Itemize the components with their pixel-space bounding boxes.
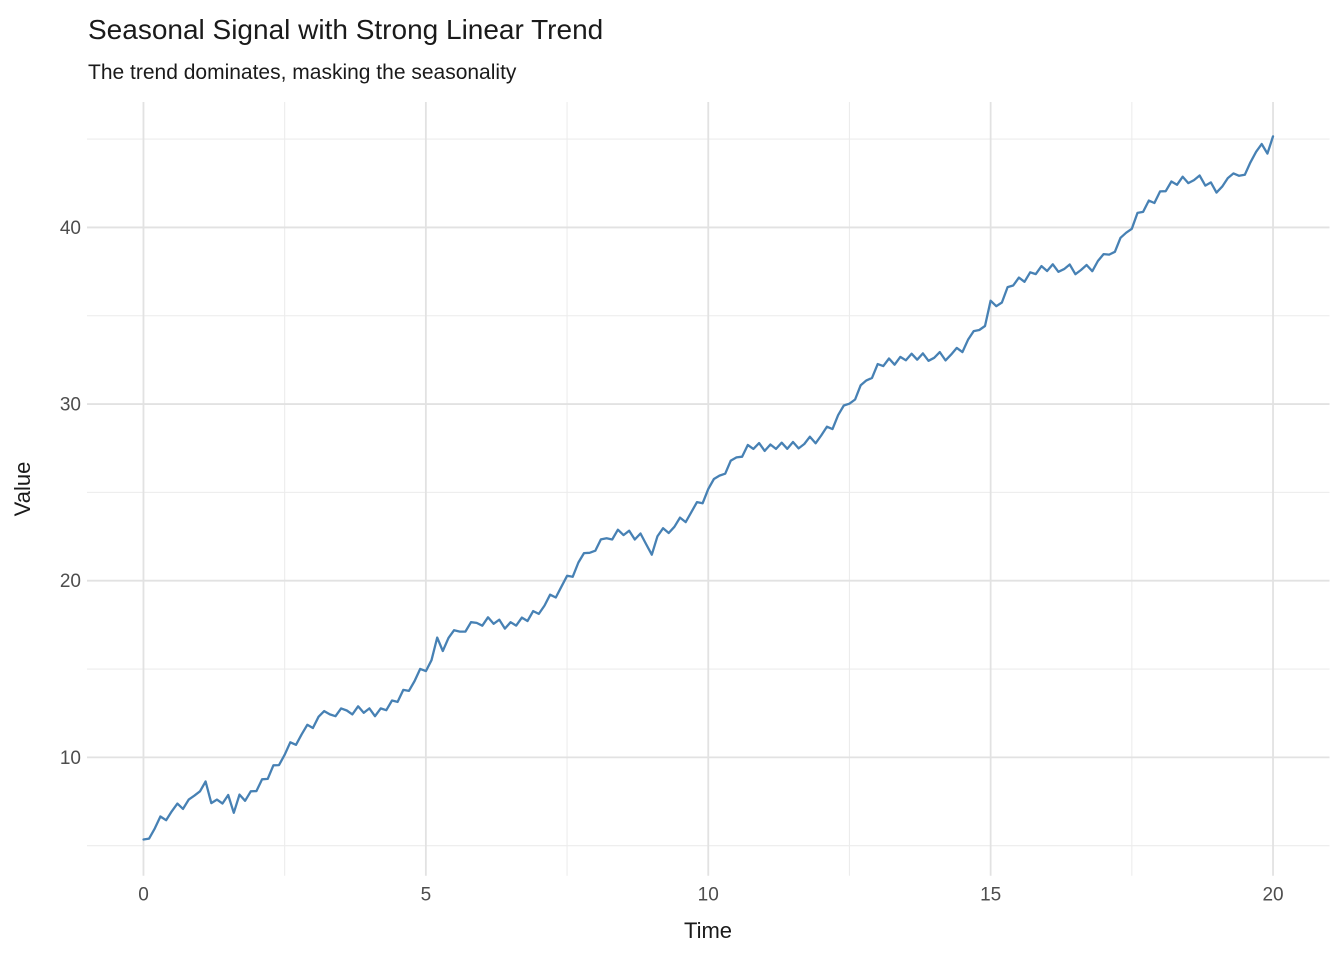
trend-line [142, 135, 1275, 841]
x-tick-labels: 0 5 10 15 20 [138, 885, 1283, 906]
x-tick-label: 5 [421, 885, 432, 906]
x-tick-label: 10 [698, 885, 719, 906]
x-axis-title: Time [684, 918, 732, 943]
y-tick-label: 30 [60, 395, 81, 416]
x-tick-label: 15 [980, 885, 1001, 906]
y-axis-title: Value [10, 462, 35, 517]
y-tick-label: 40 [60, 218, 81, 239]
chart-subtitle: The trend dominates, masking the seasona… [88, 61, 517, 84]
y-tick-label: 10 [60, 748, 81, 769]
grid-major-lines [87, 102, 1330, 876]
x-tick-label: 20 [1262, 885, 1283, 906]
x-tick-label: 0 [138, 885, 149, 906]
y-tick-label: 20 [60, 571, 81, 592]
data-series [142, 135, 1275, 841]
y-tick-labels: 10 20 30 40 [60, 218, 81, 769]
chart-title: Seasonal Signal with Strong Linear Trend [88, 14, 603, 45]
